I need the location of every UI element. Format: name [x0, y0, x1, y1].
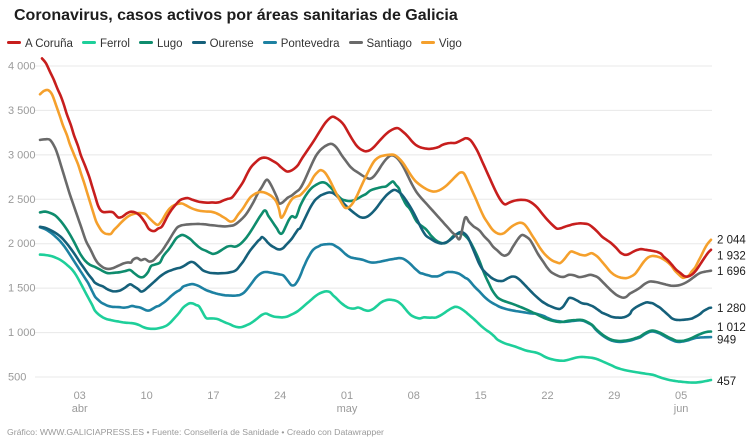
svg-text:05: 05: [675, 390, 687, 402]
svg-text:2 000: 2 000: [8, 238, 36, 250]
svg-text:17: 17: [207, 390, 219, 402]
svg-text:1 012: 1 012: [717, 322, 746, 334]
svg-text:457: 457: [717, 376, 736, 388]
svg-text:24: 24: [274, 390, 286, 402]
svg-text:949: 949: [717, 335, 736, 347]
svg-text:3 000: 3 000: [8, 149, 36, 161]
svg-text:10: 10: [140, 390, 152, 402]
svg-text:abr: abr: [72, 403, 88, 415]
svg-text:2 500: 2 500: [8, 194, 36, 206]
svg-text:1 696: 1 696: [717, 266, 746, 278]
svg-text:03: 03: [74, 390, 86, 402]
svg-text:08: 08: [408, 390, 420, 402]
svg-text:1 500: 1 500: [8, 283, 36, 295]
svg-text:29: 29: [608, 390, 620, 402]
svg-text:1 280: 1 280: [717, 303, 746, 315]
svg-text:01: 01: [341, 390, 353, 402]
svg-text:15: 15: [475, 390, 487, 402]
svg-text:500: 500: [8, 372, 26, 384]
svg-text:22: 22: [541, 390, 553, 402]
svg-text:1 000: 1 000: [8, 327, 36, 339]
svg-text:2 044: 2 044: [717, 235, 746, 247]
svg-text:jun: jun: [673, 403, 689, 415]
svg-text:4 000: 4 000: [8, 61, 36, 73]
svg-text:may: may: [337, 403, 358, 415]
svg-text:1 932: 1 932: [717, 251, 746, 263]
svg-text:3 500: 3 500: [8, 105, 36, 117]
